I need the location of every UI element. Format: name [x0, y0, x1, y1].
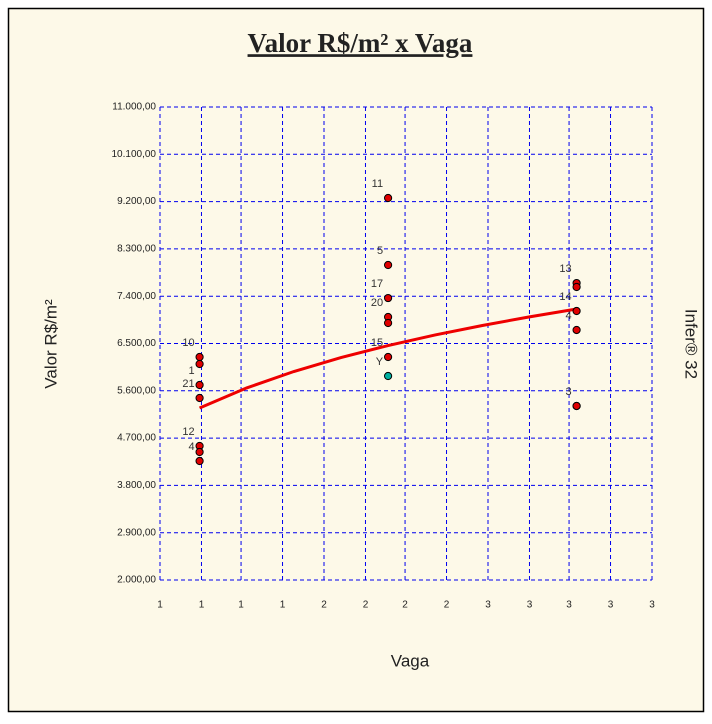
data-point [195, 380, 204, 390]
point-label: Y [376, 356, 384, 368]
data-point [572, 325, 581, 335]
data-point [383, 318, 393, 328]
data-point [383, 293, 393, 303]
data-point [383, 260, 393, 270]
x-tick-label: 3 [649, 600, 655, 611]
x-axis-label: Vaga [391, 651, 430, 670]
y-tick-label: 2.900,00 [117, 527, 156, 538]
y-tick-label: 5.600,00 [117, 385, 156, 396]
point-label: 10 [182, 337, 194, 349]
data-point [572, 282, 581, 292]
x-tick-label: 2 [363, 600, 369, 611]
y-tick-label: 4.700,00 [117, 433, 156, 444]
x-tick-label: 1 [157, 600, 163, 611]
y-tick-label: 9.200,00 [117, 196, 156, 207]
y-axis-label: Valor R$/m² [41, 299, 60, 389]
x-tick-label: 1 [280, 600, 286, 611]
point-label: 21 [182, 378, 194, 390]
x-tick-label: 3 [527, 600, 533, 611]
data-point [383, 352, 393, 362]
data-point [195, 352, 204, 362]
y-tick-label: 8.300,00 [117, 244, 156, 255]
point-label: 14 [559, 291, 571, 303]
x-tick-label: 3 [566, 600, 572, 611]
data-point [195, 359, 204, 369]
point-label: 11 [372, 178, 383, 190]
x-tick-label: 2 [444, 600, 450, 611]
x-tick-label: 1 [238, 600, 244, 611]
side-label: Infer® 32 [682, 309, 701, 379]
x-tick-label: 2 [321, 600, 327, 611]
y-tick-label: 11.000,00 [112, 102, 156, 113]
data-point [572, 306, 581, 316]
y-tick-label: 10.100,00 [112, 149, 157, 160]
point-label: 20 [371, 297, 383, 309]
frame [7, 7, 705, 713]
x-tick-label: 2 [402, 600, 408, 611]
data-point [195, 456, 204, 466]
data-point [572, 401, 581, 411]
x-tick-label: 1 [199, 600, 205, 611]
point-label: 15 [371, 337, 383, 349]
y-tick-label: 6.500,00 [117, 338, 156, 349]
data-point [195, 393, 204, 403]
trend-line [198, 307, 577, 410]
point-label: 13 [559, 263, 571, 275]
point-label: 4 [565, 310, 571, 322]
point-label: 3 [565, 386, 571, 398]
y-tick-label: 7.400,00 [117, 291, 156, 302]
point-label: 1 [188, 365, 194, 377]
point-label: 17 [371, 278, 383, 290]
data-point [383, 193, 393, 203]
data-point [383, 371, 393, 381]
point-label: 5 [377, 245, 383, 257]
point-label: 12 [182, 426, 194, 438]
chart-title: Valor R$/m² x Vaga [248, 28, 473, 58]
point-label: 4 [188, 441, 194, 453]
y-tick-label: 2.000,00 [117, 575, 156, 586]
data-point [195, 447, 204, 457]
y-tick-label: 3.800,00 [117, 480, 156, 491]
x-tick-label: 3 [485, 600, 491, 611]
x-tick-label: 3 [608, 600, 614, 611]
